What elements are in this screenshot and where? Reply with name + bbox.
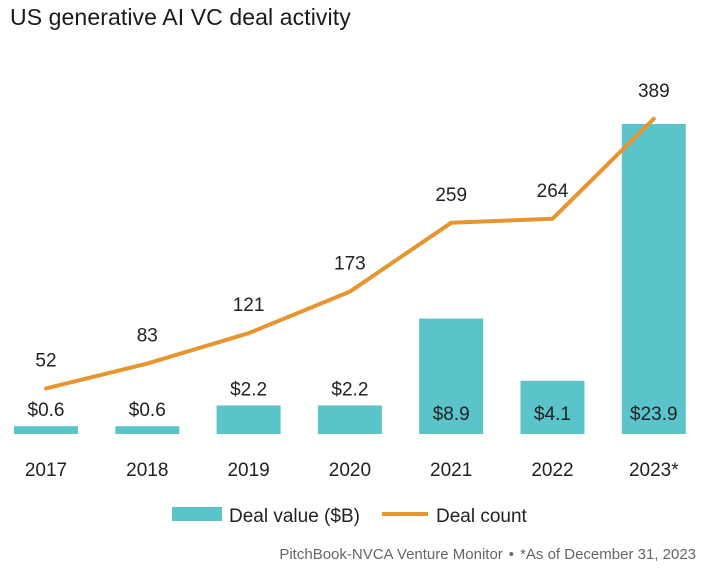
bar-value-label: $2.2: [331, 379, 368, 400]
bar-2019: [216, 405, 281, 434]
line-value-label: 52: [35, 350, 56, 371]
deal-count-line: [44, 116, 656, 391]
legend-label-deal-count: Deal count: [436, 506, 528, 527]
x-tick-label: 2019: [227, 460, 269, 481]
bar-2021: [419, 318, 484, 434]
legend: Deal value ($B) Deal count: [172, 506, 528, 527]
chart-title: US generative AI VC deal activity: [10, 4, 351, 30]
bar-value-label: $2.2: [230, 379, 267, 400]
footnote-text: *As of December 31, 2023: [520, 546, 696, 563]
legend-label-deal-value: Deal value ($B): [229, 506, 360, 527]
source-text: PitchBook-NVCA Venture Monitor: [279, 546, 503, 563]
line-value-label: 389: [638, 81, 670, 102]
bar-2018: [115, 426, 180, 434]
x-tick-label: 2022: [531, 460, 573, 481]
bar-value-label: $0.6: [129, 400, 166, 421]
x-axis-ticks: 2017 2018 2019 2020 2021 2022 2023*: [25, 460, 679, 481]
bar-value-label: $0.6: [28, 400, 65, 421]
line-value-label: 264: [537, 181, 569, 202]
bar-value-label: $4.1: [534, 404, 571, 425]
line-value-label: 121: [233, 295, 265, 316]
x-tick-label: 2023*: [629, 460, 679, 481]
line-layer: [44, 116, 656, 391]
line-value-label: 259: [435, 185, 467, 206]
legend-swatch-bar: [172, 507, 222, 521]
bar-2022: [520, 380, 585, 434]
bar-value-label: $8.9: [433, 404, 470, 425]
bar-2023: [621, 124, 686, 434]
bar-labels-layer: $0.6 $0.6 $2.2 $2.2 $8.9 $4.1 $23.9: [28, 379, 678, 425]
footer: PitchBook-NVCA Venture Monitor • *As of De…: [279, 546, 696, 563]
x-tick-label: 2021: [430, 460, 472, 481]
line-value-label: 83: [137, 326, 158, 347]
line-labels-layer: 52 83 121 173 259 264 389: [35, 81, 669, 372]
bar-2017: [14, 426, 78, 434]
footer-separator: •: [508, 546, 515, 563]
x-tick-label: 2018: [126, 460, 168, 481]
line-value-label: 173: [334, 254, 366, 275]
bar-value-label: $23.9: [630, 404, 678, 425]
bar-2020: [317, 405, 382, 434]
x-tick-label: 2020: [329, 460, 371, 481]
x-tick-label: 2017: [25, 460, 67, 481]
bars-layer: [14, 124, 686, 434]
